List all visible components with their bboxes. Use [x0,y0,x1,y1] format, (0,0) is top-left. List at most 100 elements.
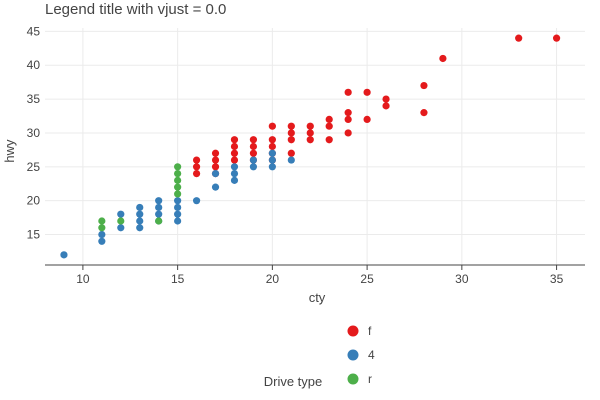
data-point-f [382,95,390,103]
legend-title: Drive type [264,374,323,389]
data-point-f [287,136,295,144]
data-point-f [192,163,201,171]
data-point-f [249,136,258,144]
y-tick-label: 30 [27,126,41,140]
data-point-f [230,149,239,157]
data-point-f [211,163,220,171]
data-point-f [325,136,333,144]
x-axis-title: cty [309,290,326,305]
data-point-r [98,217,106,225]
legend-label-4: 4 [368,348,375,362]
legend-key-f [347,325,359,337]
data-point-f [192,156,201,164]
legend-label-r: r [368,372,372,386]
data-point-4 [155,203,163,212]
data-point-f [363,88,371,96]
data-point-f [382,102,390,110]
y-axis-title: hwy [2,139,17,163]
data-point-f [287,122,295,130]
data-point-f [344,115,352,124]
data-point-f [249,149,258,157]
data-point-f [211,156,220,164]
x-tick-label: 10 [76,272,90,286]
data-point-f [230,136,239,144]
x-tick-label: 15 [171,272,185,286]
data-point-4 [136,217,144,225]
data-point-f [344,109,352,117]
data-point-f [268,142,276,151]
legend-key-r [347,373,359,385]
legend-key-4 [347,349,359,361]
data-point-f [192,169,201,178]
data-point-f [552,34,561,42]
y-tick-label: 40 [27,58,41,72]
data-point-f [344,88,352,96]
data-point-r [174,190,182,198]
data-point-4 [98,230,106,239]
ticks-layer: 10 15 20 25 30 35 15 20 25 30 35 40 45 [27,24,564,286]
data-point-4 [174,217,182,225]
legend: Drive type f 4 r [264,324,375,389]
data-point-f [420,81,428,90]
data-point-f [249,142,258,151]
data-point-4 [136,203,144,212]
data-point-f [344,129,352,137]
y-tick-label: 20 [27,194,41,208]
data-point-4 [136,224,144,232]
data-point-4 [211,183,220,191]
data-point-f [287,129,295,137]
chart-title: Legend title with vjust = 0.0 [45,1,226,18]
grid-layer [45,28,585,265]
data-point-4 [268,156,276,164]
data-point-4 [136,210,144,218]
data-point-4 [268,163,276,171]
data-point-4 [287,156,295,164]
data-point-4 [249,163,258,171]
data-point-4 [230,176,239,184]
data-point-f [306,129,314,137]
y-tick-label: 45 [27,24,41,38]
data-point-4 [174,203,182,212]
data-point-4 [174,197,182,205]
data-point-4 [268,149,276,157]
data-point-f [325,122,333,130]
data-point-r [117,217,125,225]
data-point-4 [249,156,258,164]
data-point-f [268,136,276,144]
x-tick-label: 35 [550,272,564,286]
data-point-4 [192,197,201,205]
data-point-f [306,136,314,144]
x-tick-label: 25 [360,272,374,286]
data-point-f [268,122,276,130]
data-point-r [174,176,182,184]
data-point-4 [155,210,163,218]
data-point-f [211,149,220,157]
data-point-4 [211,169,220,178]
data-point-4 [98,237,106,245]
data-point-f [420,109,428,117]
y-tick-label: 25 [27,160,41,174]
data-point-4 [155,197,163,205]
data-point-f [325,115,333,124]
data-point-4 [60,251,68,259]
x-tick-label: 30 [455,272,469,286]
data-point-r [155,217,163,225]
data-point-4 [117,224,125,232]
data-point-4 [230,163,239,171]
y-tick-label: 35 [27,92,41,106]
x-tick-label: 20 [266,272,280,286]
points-layer [60,34,561,259]
data-point-f [439,54,447,63]
data-point-f [230,156,239,164]
data-point-4 [117,210,125,218]
data-point-f [287,149,295,157]
data-point-f [363,115,371,124]
data-point-4 [230,169,239,178]
data-point-f [306,122,314,130]
data-point-r [98,224,106,232]
y-tick-label: 15 [27,228,41,242]
data-point-r [174,183,182,191]
data-point-r [174,169,182,178]
data-point-f [230,142,239,151]
